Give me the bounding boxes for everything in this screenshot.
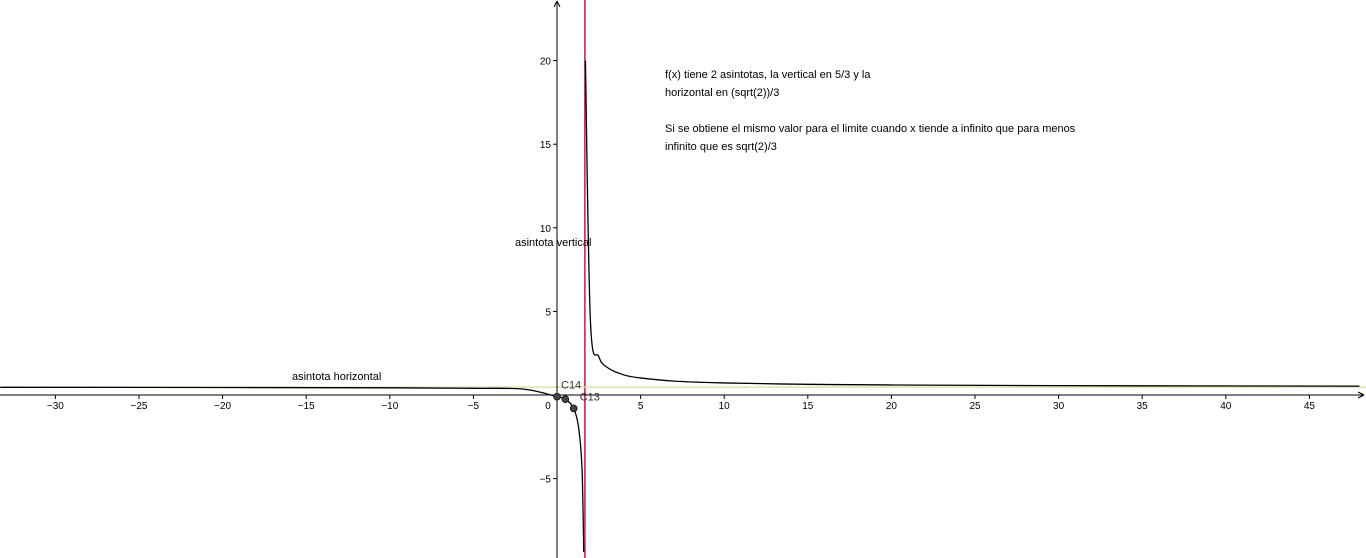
annotation-1-line-2: horizontal en (sqrt(2))/3 xyxy=(665,87,779,99)
x-tick-label: 30 xyxy=(1053,401,1065,412)
x-tick-label: 20 xyxy=(886,401,898,412)
x-tick-label: 35 xyxy=(1137,401,1149,412)
point-label: C13 xyxy=(580,391,600,403)
point-marker xyxy=(553,392,561,401)
y-tick-label: 20 xyxy=(540,57,552,68)
x-tick-label: 15 xyxy=(802,401,814,412)
horizontal-asymptote-label: asintota horizontal xyxy=(292,371,381,383)
x-tick-label: −30 xyxy=(47,401,64,412)
annotation-2-line-1: Si se obtiene el mismo valor para el lim… xyxy=(665,123,1076,135)
point-marker xyxy=(561,395,570,403)
x-tick-label: −5 xyxy=(468,401,480,412)
x-tick-label: 25 xyxy=(969,401,981,412)
x-tick-label: −15 xyxy=(298,401,315,412)
x-tick-label: −25 xyxy=(131,401,148,412)
x-tick-label: −20 xyxy=(214,401,231,412)
annotation-1-line-1: f(x) tiene 2 asintotas, la vertical en 5… xyxy=(665,69,871,81)
text-layer: f(x) tiene 2 asintotas, la vertical en 5… xyxy=(292,69,1076,383)
vertical-asymptote-label: asintota vertical xyxy=(515,237,591,249)
x-tick-label: 40 xyxy=(1220,401,1232,412)
x-axis-arrow xyxy=(1357,391,1365,399)
point-label: C14 xyxy=(561,380,581,392)
annotation-2-line-2: infinito que es sqrt(2)/3 xyxy=(665,141,777,153)
x-tick-label: 10 xyxy=(719,401,731,412)
x-tick-label: 5 xyxy=(638,401,644,412)
y-tick-label: 5 xyxy=(545,307,551,318)
y-axis-arrow xyxy=(553,0,561,8)
function-curve-left-branch xyxy=(0,386,585,553)
point-marker xyxy=(569,404,578,413)
x-tick-label: 45 xyxy=(1304,401,1316,412)
x-tick-label: 0 xyxy=(545,401,551,412)
function-curve-right-branch xyxy=(584,60,1360,387)
y-tick-label: −5 xyxy=(540,475,552,486)
function-curve-layer xyxy=(0,60,1360,553)
y-tick-label: 10 xyxy=(540,224,552,235)
x-tick-label: −10 xyxy=(381,401,398,412)
y-tick-label: 15 xyxy=(540,140,552,151)
